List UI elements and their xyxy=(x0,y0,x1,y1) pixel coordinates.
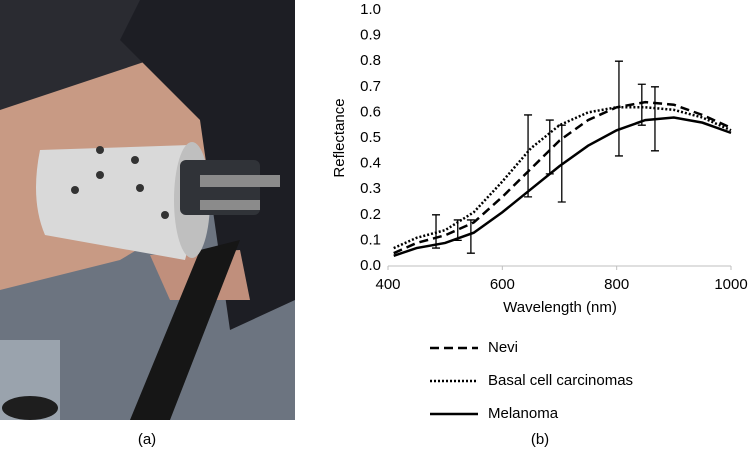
legend-label: Basal cell carcinomas xyxy=(488,372,633,389)
y-tick-label: 0.3 xyxy=(360,180,381,197)
x-axis-label: Wavelength (nm) xyxy=(503,299,617,316)
series-line xyxy=(393,106,732,250)
x-tick-label: 600 xyxy=(490,276,515,293)
series-line xyxy=(393,100,732,255)
panel-label: (b) xyxy=(531,431,549,448)
y-tick-label: 0.9 xyxy=(360,27,381,44)
error-bar xyxy=(614,60,623,157)
y-axis-label: Reflectance xyxy=(331,98,348,177)
series-line xyxy=(393,116,732,257)
error-bar xyxy=(545,119,554,175)
y-tick-label: 0.6 xyxy=(360,103,381,120)
y-tick-label: 0.2 xyxy=(360,206,381,223)
y-tick-label: 0.5 xyxy=(360,129,381,146)
error-bar xyxy=(432,214,441,249)
error-bar xyxy=(557,124,566,203)
y-tick-label: 0.8 xyxy=(360,52,381,69)
error-bar xyxy=(453,219,462,242)
error-bar xyxy=(637,83,646,126)
legend-label: Melanoma xyxy=(488,405,559,422)
y-tick-label: 0.0 xyxy=(360,257,381,274)
x-tick-label: 400 xyxy=(375,276,400,293)
x-tick-label: 1000 xyxy=(714,276,747,293)
y-tick-label: 0.4 xyxy=(360,155,381,172)
y-tick-label: 0.1 xyxy=(360,231,381,248)
y-tick-label: 0.7 xyxy=(360,78,381,95)
error-bar xyxy=(524,114,533,198)
error-bar xyxy=(650,86,659,152)
x-tick-label: 800 xyxy=(604,276,629,293)
y-tick-label: 1.0 xyxy=(360,1,381,18)
photo xyxy=(0,0,295,420)
error-bar xyxy=(466,219,475,254)
panel-label: (a) xyxy=(138,431,156,448)
legend-label: Nevi xyxy=(488,339,518,356)
